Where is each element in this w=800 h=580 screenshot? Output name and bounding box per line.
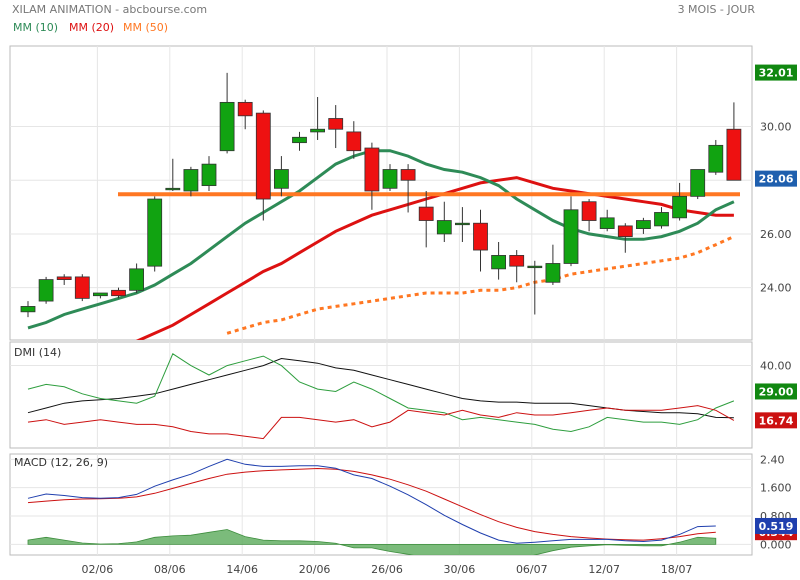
candle-body: [382, 169, 398, 189]
x-tick-label: 30/06: [444, 563, 476, 576]
dmi-marks: [27, 353, 735, 440]
macd-histogram: [27, 529, 717, 555]
x-tick-label: 20/06: [299, 563, 331, 576]
candle-body: [346, 131, 362, 152]
candle-body: [328, 118, 344, 130]
x-tick-label: 12/07: [588, 563, 620, 576]
candle-body: [400, 169, 416, 181]
price-value-badge: [755, 64, 797, 81]
candle-body: [129, 268, 145, 291]
macd-value-badge: [755, 517, 797, 534]
candle-body: [292, 136, 307, 144]
candle-body: [672, 195, 687, 219]
candle-body: [237, 101, 253, 117]
candle-body: [436, 220, 452, 235]
candle-body: [74, 276, 90, 299]
x-tick-label: 26/06: [371, 563, 403, 576]
x-tick-label: 02/06: [82, 563, 114, 576]
macd-y-tick-label: 2.40: [760, 453, 785, 466]
macd-panel-frame: [9, 453, 753, 556]
candle-body: [690, 169, 706, 197]
candle-body: [219, 101, 235, 152]
candle-body: [581, 201, 597, 221]
candle-body: [726, 128, 742, 181]
candle-body: [38, 279, 54, 302]
dmi-value-badge: [755, 383, 797, 400]
price-panel-frame: [9, 45, 753, 341]
macd-marks: [27, 458, 717, 555]
dmi-grid: [10, 342, 752, 448]
mm20-line: [135, 176, 734, 340]
candle-body: [491, 255, 507, 270]
x-tick-label: 06/07: [516, 563, 548, 576]
candle-body: [563, 209, 579, 264]
candle-body: [509, 255, 525, 267]
candle-body: [183, 169, 199, 192]
candle-body: [111, 289, 126, 297]
candle-body: [527, 265, 543, 269]
price-value-label: 28.06: [759, 173, 794, 186]
dmi-line-1: [27, 353, 735, 433]
macd-signal-line: [27, 467, 716, 541]
dmi-value-label: 16.74: [759, 414, 794, 427]
legend-mm20: MM (20): [69, 21, 114, 34]
macd-y-tick-label: 1.600: [760, 482, 792, 495]
x-tick-label: 14/06: [226, 563, 258, 576]
dmi-line-0: [27, 357, 734, 419]
axis-labels: 02/06 08/06 14/06 20/06 26/06 30/06 06/07 12/07…: [82, 64, 797, 576]
candle-body: [708, 144, 724, 173]
dmi-line-2: [27, 405, 735, 440]
price-value-badge: [755, 170, 797, 187]
candle-body: [273, 169, 289, 189]
legend-mm50: MM (50): [123, 21, 168, 34]
period-label: 3 MOIS - JOUR: [678, 3, 756, 16]
chart-title: XILAM ANIMATION - abcbourse.com: [12, 3, 207, 16]
candle-body: [636, 220, 651, 229]
candle-body: [454, 222, 470, 226]
legend-mm10: MM (10): [13, 21, 58, 34]
candle-body: [418, 206, 434, 221]
macd-line: [27, 458, 716, 544]
dmi-value-label: 29.00: [759, 385, 794, 398]
mm50-line: [226, 235, 735, 335]
candle-body: [56, 276, 72, 280]
price-y-tick-label: 26.00: [760, 228, 792, 241]
mm10-line: [27, 149, 735, 330]
price-value-label: 32.01: [759, 67, 794, 80]
macd-value-label: 0.519: [759, 520, 794, 533]
dmi-panel-frame: [9, 341, 753, 449]
candle-body: [545, 263, 561, 283]
price-y-tick-label: 30.00: [760, 121, 792, 134]
x-tick-label: 18/07: [661, 563, 693, 576]
dmi-title: DMI (14): [14, 346, 61, 359]
candle-body: [310, 128, 326, 133]
candle-body: [165, 187, 181, 191]
dmi-value-badge: [755, 412, 797, 429]
candle-body: [473, 222, 488, 251]
candle-body: [364, 147, 380, 192]
candle-body: [20, 306, 36, 313]
macd-title: MACD (12, 26, 9): [14, 456, 108, 469]
candle-body: [255, 112, 271, 200]
x-tick-label: 08/06: [154, 563, 186, 576]
candle-body: [147, 198, 163, 267]
candle-body: [599, 217, 615, 229]
candle-body: [201, 163, 217, 187]
dmi-y-tick-label: 40.00: [760, 360, 792, 373]
price-marks: [20, 72, 742, 340]
candle-body: [654, 212, 669, 227]
price-y-tick-label: 24.00: [760, 282, 792, 295]
candle-body: [93, 292, 108, 297]
candle-body: [617, 225, 633, 238]
macd-y-tick-label: 0.000: [760, 538, 792, 551]
